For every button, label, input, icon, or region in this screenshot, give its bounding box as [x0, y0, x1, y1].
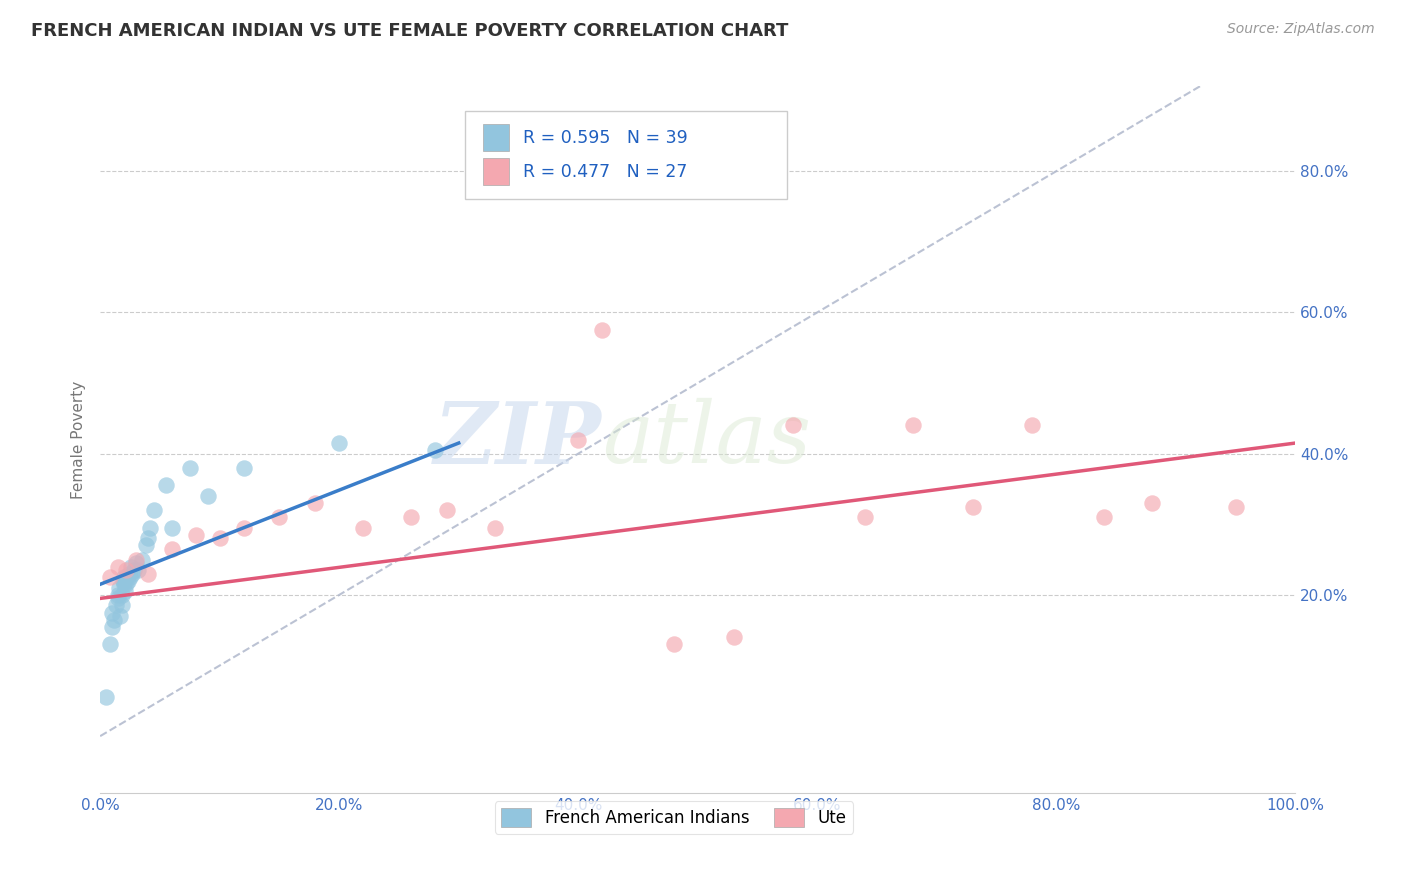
Point — [111, 588, 134, 602]
Point — [662, 637, 685, 651]
Point — [112, 570, 135, 584]
Point — [723, 630, 745, 644]
Point — [112, 577, 135, 591]
Point — [122, 563, 145, 577]
Point — [131, 552, 153, 566]
Point — [962, 500, 984, 514]
Point — [115, 563, 138, 577]
Point — [591, 323, 613, 337]
Text: R = 0.595   N = 39: R = 0.595 N = 39 — [523, 129, 688, 147]
Point — [108, 581, 131, 595]
Point — [118, 570, 141, 584]
Point — [160, 541, 183, 556]
Bar — [482, 125, 509, 152]
Point — [208, 532, 231, 546]
Point — [98, 637, 121, 651]
Point — [107, 559, 129, 574]
Point — [1140, 496, 1163, 510]
Point — [121, 566, 143, 581]
Legend: French American Indians, Ute: French American Indians, Ute — [495, 801, 853, 834]
Point — [184, 528, 207, 542]
Point — [114, 584, 136, 599]
Point — [94, 690, 117, 705]
Point — [136, 566, 159, 581]
Point — [115, 570, 138, 584]
Point — [399, 510, 422, 524]
Point — [110, 609, 132, 624]
Point — [304, 496, 326, 510]
Point — [901, 418, 924, 433]
Point — [782, 418, 804, 433]
Text: atlas: atlas — [602, 398, 811, 481]
Point — [125, 556, 148, 570]
FancyBboxPatch shape — [465, 112, 787, 200]
Point — [139, 521, 162, 535]
Point — [115, 577, 138, 591]
Point — [179, 460, 201, 475]
Point — [127, 563, 149, 577]
Point — [104, 599, 127, 613]
Point — [567, 433, 589, 447]
Point — [1021, 418, 1043, 433]
Point — [328, 436, 350, 450]
Point — [1092, 510, 1115, 524]
Bar — [482, 159, 509, 186]
Text: FRENCH AMERICAN INDIAN VS UTE FEMALE POVERTY CORRELATION CHART: FRENCH AMERICAN INDIAN VS UTE FEMALE POV… — [31, 22, 789, 40]
Text: R = 0.477   N = 27: R = 0.477 N = 27 — [523, 163, 688, 181]
Point — [423, 443, 446, 458]
Point — [112, 574, 135, 588]
Point — [111, 574, 134, 588]
Point — [142, 503, 165, 517]
Point — [101, 620, 124, 634]
Point — [135, 538, 157, 552]
Point — [269, 510, 291, 524]
Text: Source: ZipAtlas.com: Source: ZipAtlas.com — [1227, 22, 1375, 37]
Point — [853, 510, 876, 524]
Point — [232, 521, 254, 535]
Y-axis label: Female Poverty: Female Poverty — [72, 380, 86, 499]
Point — [117, 574, 139, 588]
Point — [136, 532, 159, 546]
Point — [155, 478, 177, 492]
Point — [107, 588, 129, 602]
Point — [118, 566, 141, 581]
Point — [232, 460, 254, 475]
Point — [101, 606, 124, 620]
Point — [352, 521, 374, 535]
Point — [103, 613, 125, 627]
Point — [160, 521, 183, 535]
Point — [484, 521, 506, 535]
Point — [120, 559, 142, 574]
Point — [107, 591, 129, 606]
Point — [197, 489, 219, 503]
Point — [125, 552, 148, 566]
Point — [98, 570, 121, 584]
Point — [436, 503, 458, 517]
Point — [111, 599, 134, 613]
Point — [1225, 500, 1247, 514]
Text: ZIP: ZIP — [434, 398, 602, 482]
